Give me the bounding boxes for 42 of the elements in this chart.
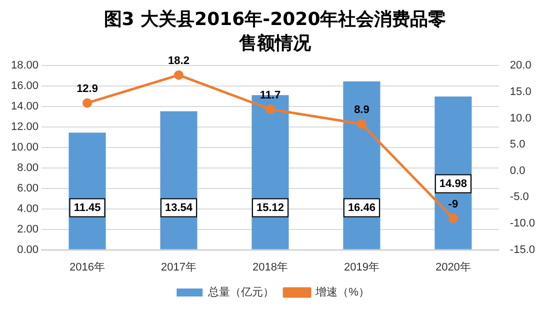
y-tick-label: 2.00: [17, 223, 39, 236]
x-tick-label: 2017年: [161, 261, 196, 274]
point: [265, 104, 275, 114]
data-label: 8.9: [354, 104, 370, 116]
point: [448, 213, 458, 223]
data-label: 15.12: [256, 202, 284, 214]
chart-title: 图3 大关县2016年-2020年社会消费品零售额情况: [102, 8, 448, 56]
y2-tick-label: 0.0: [510, 164, 526, 177]
y-tick-label: 16.00: [10, 80, 39, 92]
y-tick-label: 4.00: [17, 202, 39, 215]
legend-label: 增速（%）: [314, 286, 370, 299]
point: [174, 70, 184, 80]
y2-tick-label: 20.0: [510, 60, 532, 72]
point: [356, 119, 366, 129]
data-label: 11.45: [74, 202, 101, 214]
y-tick-label: 18.00: [10, 60, 39, 72]
y2-tick-label: 15.0: [510, 86, 532, 98]
y-tick-label: 12.00: [10, 121, 39, 134]
y-tick-label: 10.00: [10, 142, 39, 154]
data-label: 14.98: [439, 178, 467, 190]
data-label: 13.54: [164, 202, 194, 214]
x-tick-label: 2020年: [435, 261, 471, 274]
y-tick-label: 8.00: [17, 162, 39, 174]
y-tick-label: 0.00: [17, 244, 39, 256]
point: [82, 98, 92, 108]
legend-label: 总量（亿元）: [207, 286, 274, 299]
y2-tick-label: -10.0: [510, 218, 536, 230]
x-tick-label: 2016年: [70, 261, 106, 274]
x-tick-label: 2018年: [252, 261, 288, 274]
data-label: -9: [448, 198, 458, 210]
data-label: 18.2: [168, 55, 190, 68]
bar: [68, 132, 106, 250]
bar: [160, 111, 198, 250]
data-label: 12.9: [76, 83, 98, 95]
y2-tick-label: 10.0: [510, 112, 532, 124]
y2-tick-label: -15.0: [510, 244, 536, 256]
data-label: 16.46: [348, 202, 376, 214]
y-tick-label: 14.00: [10, 100, 39, 113]
y-tick-label: 6.00: [17, 182, 39, 194]
x-tick-label: 2019年: [344, 261, 380, 274]
y2-tick-label: -5.0: [510, 191, 529, 204]
y2-tick-label: 5.0: [510, 138, 526, 151]
